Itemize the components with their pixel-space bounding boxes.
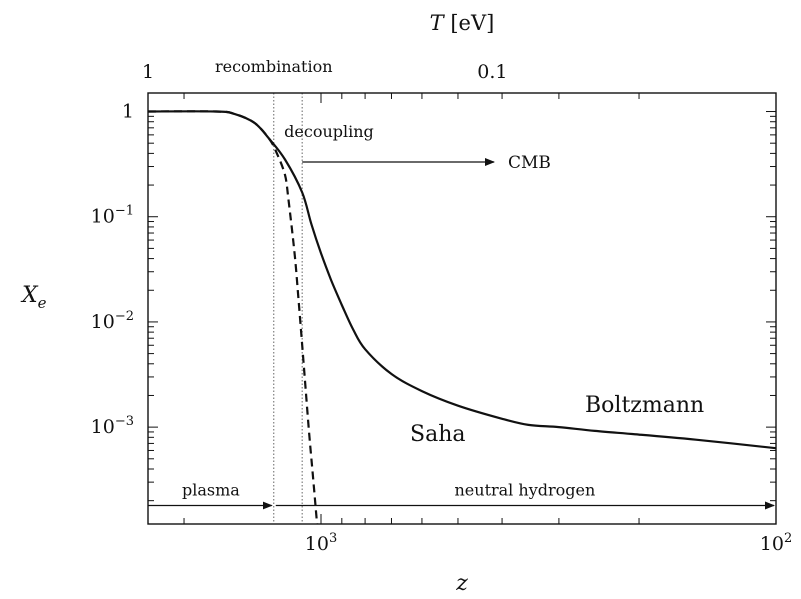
neutral-hydrogen-label: neutral hydrogen bbox=[454, 480, 595, 499]
recombination-label: recombination bbox=[215, 57, 333, 76]
x-tick-label: 103 bbox=[305, 531, 337, 555]
saha-curve bbox=[148, 110, 319, 524]
y-tick-label: 10−3 bbox=[91, 414, 134, 438]
top-axis-title: T [eV] bbox=[430, 11, 495, 35]
y-tick-label: 10−2 bbox=[91, 309, 134, 333]
cmb-label: CMB bbox=[508, 153, 551, 173]
decoupling-label: decoupling bbox=[284, 122, 374, 141]
boltzmann-label: Boltzmann bbox=[585, 393, 704, 418]
y-tick-label: 1 bbox=[122, 101, 134, 123]
plot-frame bbox=[147, 92, 777, 525]
x-axis-title: z bbox=[455, 571, 468, 596]
y-axis-title: Xe bbox=[20, 283, 47, 312]
y-tick-label: 10−1 bbox=[91, 204, 134, 228]
saha-label: Saha bbox=[410, 422, 465, 447]
x-tick-label: 102 bbox=[760, 531, 792, 555]
top-axis-tick-label: 0.1 bbox=[477, 61, 507, 83]
plasma-label: plasma bbox=[182, 480, 240, 499]
top-axis-tick-label: 1 bbox=[142, 61, 154, 83]
